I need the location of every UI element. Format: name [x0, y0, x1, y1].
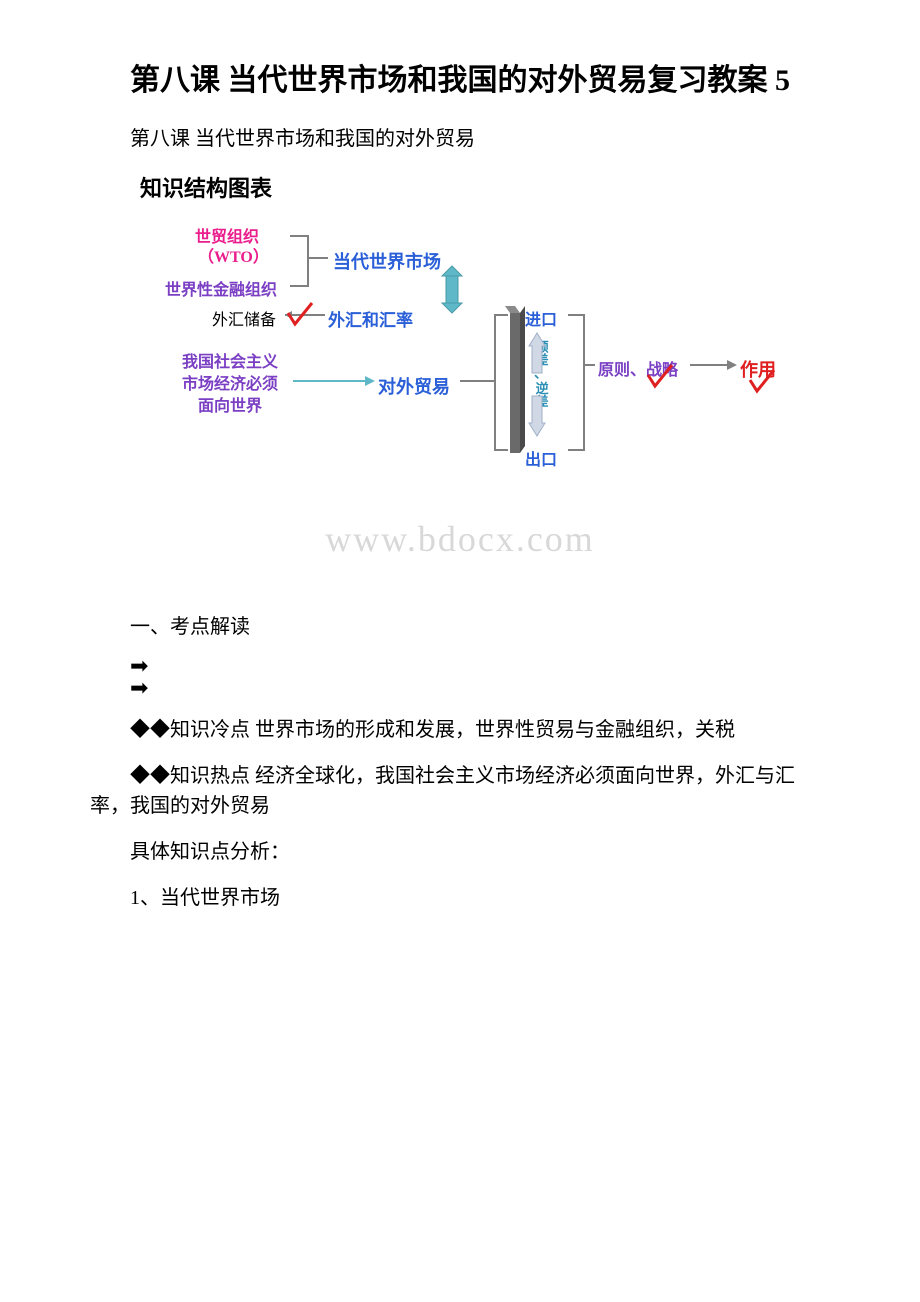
- subtitle: 第八课 当代世界市场和我国的对外贸易: [130, 122, 830, 151]
- section-heading: 一、考点解读: [130, 610, 830, 639]
- hot-knowledge: ◆◆知识热点 经济全球化，我国社会主义市场经济必须面向世界，外汇与汇率，我国的对…: [90, 761, 830, 821]
- main-title: 第八课 当代世界市场和我国的对外贸易复习教案 5: [90, 60, 830, 102]
- point-1: 1、当代世界市场: [90, 883, 830, 913]
- diagram-title: 知识结构图表: [140, 171, 830, 203]
- analysis-heading: 具体知识点分析：: [90, 837, 830, 867]
- diagram-svg: [90, 218, 830, 488]
- knowledge-diagram: 世贸组织 （WTO） 世界性金融组织 当代世界市场 外汇储备 外汇和汇率 我国社…: [90, 218, 830, 488]
- watermark: www.bdocx.com: [90, 518, 830, 560]
- arrow-bullets: ➡ ➡: [130, 655, 830, 699]
- cold-knowledge: ◆◆知识冷点 世界市场的形成和发展，世界性贸易与金融组织，关税: [90, 715, 830, 745]
